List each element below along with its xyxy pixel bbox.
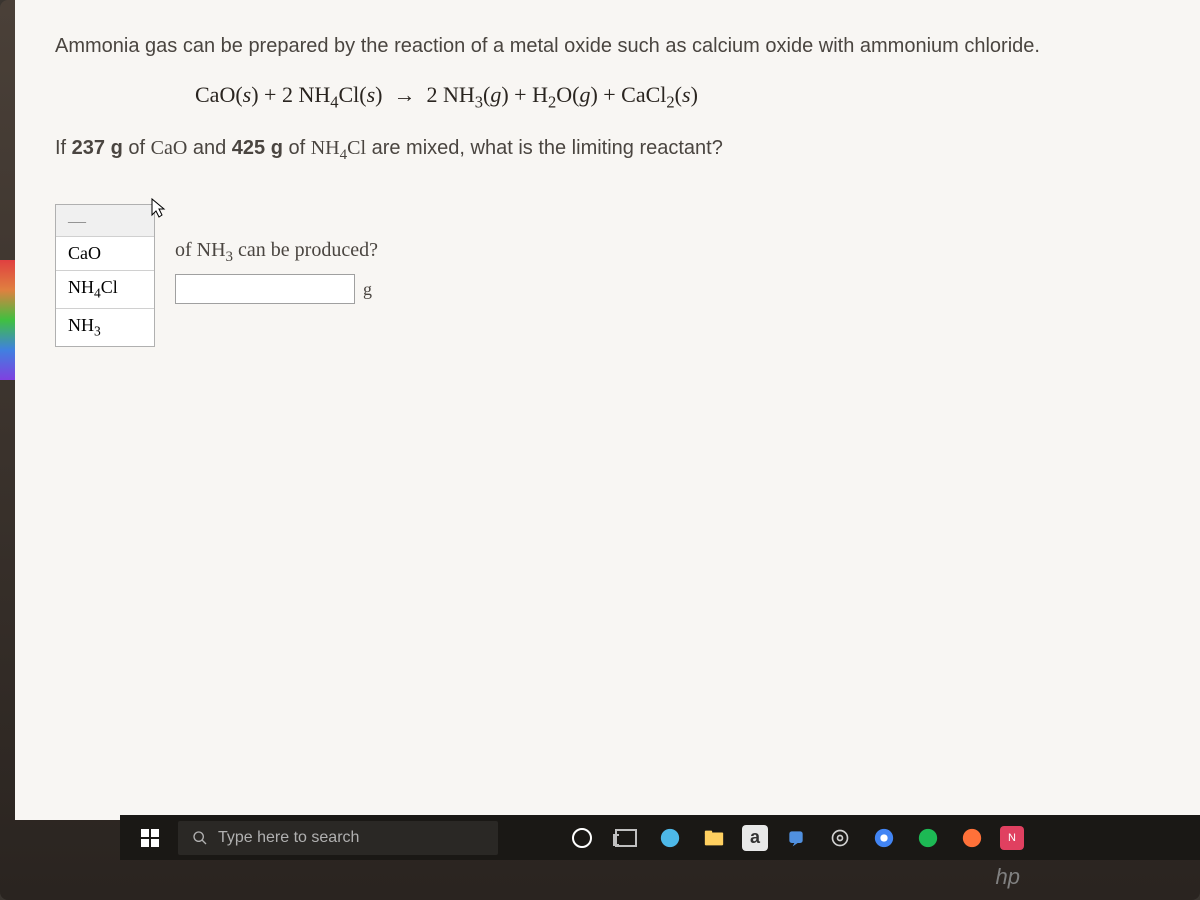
mass-nh3-input[interactable] [175,274,355,304]
taskbar: Type here to search a [120,815,1200,860]
fragment-prefix: of NH3 can be produced? [175,239,378,266]
mass-nh4cl-value: 425 g [232,137,283,159]
taskbar-search[interactable]: Type here to search [178,821,498,855]
windows-logo-icon [141,829,159,847]
task-view-icon[interactable] [610,822,642,854]
screen-area: Ammonia gas can be prepared by the react… [15,0,1200,820]
firefox-icon[interactable] [956,822,988,854]
chemical-equation: CaO(s) + 2 NH4Cl(s) → 2 NH3(g) + H2O(g) … [55,82,1160,112]
answer-section: — CaO NH4Cl NH3 [55,204,1160,346]
cursor-icon [149,197,169,226]
monitor-bezel: Ammonia gas can be prepared by the react… [0,0,1200,900]
question-text: If 237 g of CaO and 425 g of NH4Cl are m… [55,137,1160,164]
groupme-icon[interactable] [780,822,812,854]
left-color-strip [0,260,15,380]
unit-label: g [363,279,372,300]
dropdown-option-nh4cl[interactable]: NH4Cl [56,271,154,309]
edge-icon[interactable] [654,822,686,854]
settings-icon[interactable] [824,822,856,854]
search-placeholder: Type here to search [218,829,359,847]
mass-cao-value: 237 g [72,137,123,159]
start-button[interactable] [130,818,170,858]
dropdown-option-nh3[interactable]: NH3 [56,309,154,346]
reactant-dropdown[interactable]: — CaO NH4Cl NH3 [55,204,155,346]
file-explorer-icon[interactable] [698,822,730,854]
followup-question: of NH3 can be produced? g [175,204,378,304]
problem-intro: Ammonia gas can be prepared by the react… [55,30,1160,62]
dropdown-option-blank[interactable]: — [56,205,154,237]
question-content: Ammonia gas can be prepared by the react… [15,0,1200,820]
dropdown-container: — CaO NH4Cl NH3 [55,204,155,346]
hp-logo: hp [996,864,1020,890]
chrome-icon[interactable] [868,822,900,854]
spotify-icon[interactable] [912,822,944,854]
search-icon [192,830,208,846]
amazon-icon[interactable]: a [742,825,768,851]
taskbar-icons-group: a N [566,822,1024,854]
app-icon[interactable]: N [1000,826,1024,850]
cortana-icon[interactable] [566,822,598,854]
dropdown-option-cao[interactable]: CaO [56,237,154,271]
